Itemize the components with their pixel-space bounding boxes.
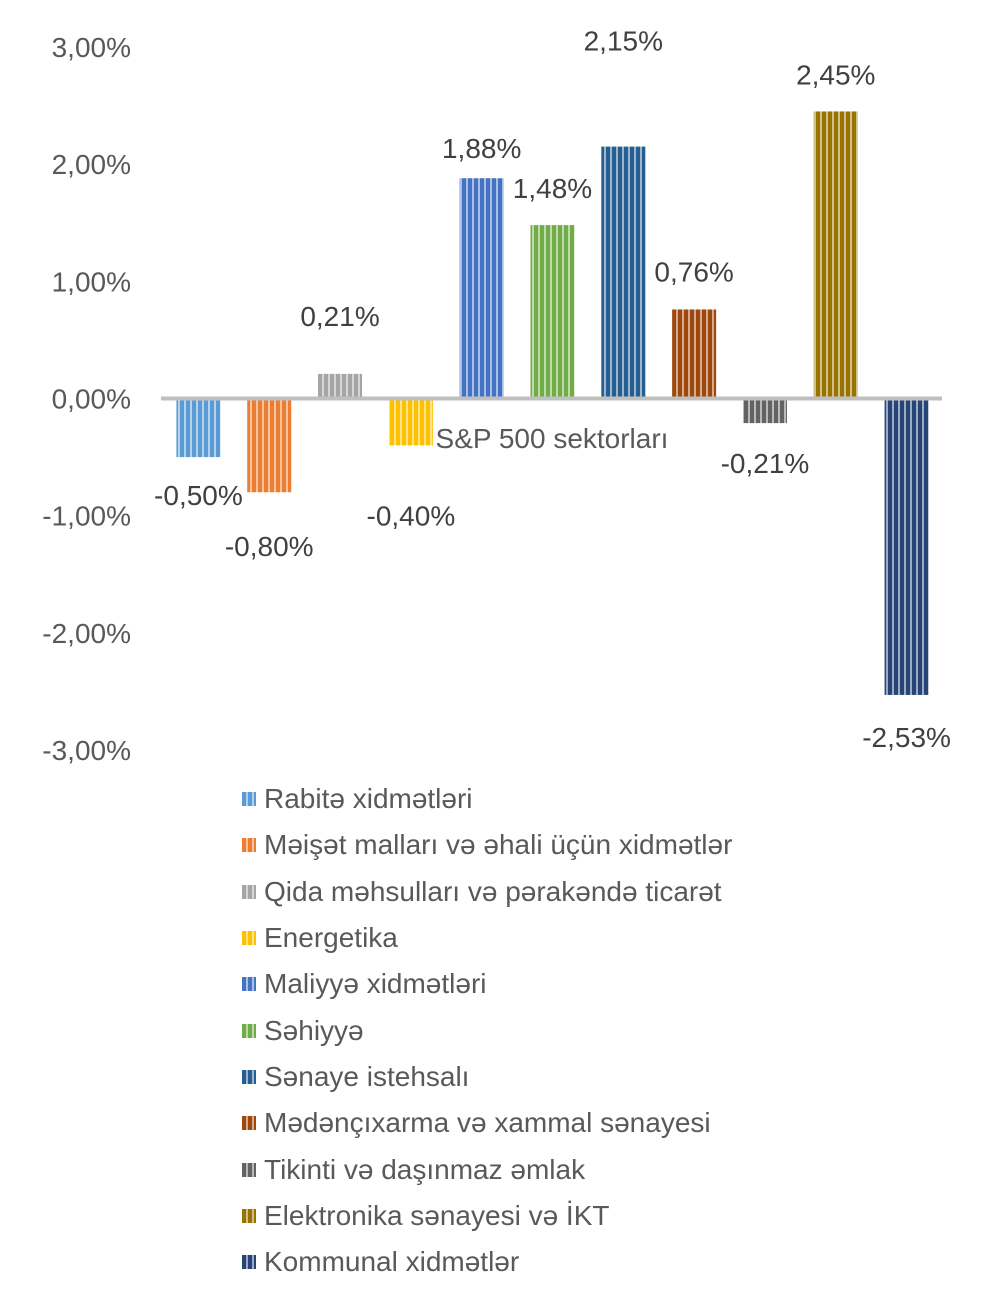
bar — [601, 146, 646, 399]
legend-swatch — [242, 1116, 256, 1131]
legend-label: Tikinti və daşınmaz əmlak — [264, 1153, 586, 1185]
bar — [672, 309, 717, 399]
legend-swatch — [242, 1208, 256, 1223]
bar — [530, 225, 575, 399]
data-label: -0,80% — [225, 531, 314, 562]
legend-swatch — [242, 1023, 256, 1038]
legend-swatch — [242, 884, 256, 899]
data-label: 2,45% — [796, 59, 875, 90]
bar — [884, 398, 929, 695]
bar — [459, 178, 504, 399]
legend-label: Məişət malları və əhali üçün xidmətlər — [264, 829, 733, 861]
legend-swatch — [242, 1162, 256, 1177]
legend-item: Kommunal xidmətlər — [242, 1239, 732, 1285]
y-tick-label: -2,00% — [42, 618, 131, 649]
data-label: 0,21% — [300, 301, 379, 332]
legend-item: Elektronika sənayesi və İKT — [242, 1193, 732, 1239]
x-axis-title: S&P 500 sektorları — [436, 423, 669, 454]
y-tick-label: 0,00% — [52, 384, 131, 415]
y-tick-label: 2,00% — [52, 149, 131, 180]
y-axis-ticks: 3,00% 2,00% 1,00% 0,00% -1,00% -2,00% -3,00% — [42, 32, 131, 766]
legend-swatch — [242, 977, 256, 992]
y-tick-label: -1,00% — [42, 501, 131, 532]
data-label: 2,15% — [584, 26, 663, 57]
y-tick-label: 3,00% — [52, 32, 131, 63]
legend-swatch — [242, 931, 256, 946]
y-tick-label: -3,00% — [42, 735, 131, 766]
legend-item: Tikinti və daşınmaz əmlak — [242, 1146, 732, 1192]
legend-item: Mədənçıxarma və xammal sənayesi — [242, 1100, 732, 1146]
legend-swatch — [242, 1255, 256, 1270]
legend-item: Maliyyə xidmətləri — [242, 961, 732, 1007]
data-label: -0,50% — [154, 480, 243, 511]
data-label: 0,76% — [654, 256, 733, 287]
data-label: -0,40% — [367, 500, 456, 531]
data-label: -2,53% — [862, 722, 951, 753]
data-label: -0,21% — [721, 448, 810, 479]
bar — [813, 111, 858, 399]
legend-item: Sənaye istehsalı — [242, 1054, 732, 1100]
legend-item: Qida məhsulları və pərakəndə ticarət — [242, 869, 732, 915]
legend-label: Səhiyyə — [264, 1014, 364, 1046]
data-labels: -0,50% -0,80% 0,21% -0,40% 1,88% 1,48% 2,15% 0,… — [154, 26, 951, 753]
legend-swatch — [242, 1069, 256, 1084]
legend-label: Maliyyə xidmətləri — [264, 968, 487, 1000]
bar — [318, 373, 363, 399]
legend-item: Rabitə xidmətləri — [242, 776, 732, 822]
bar — [742, 398, 787, 424]
legend-label: Energetika — [264, 922, 398, 954]
legend-label: Kommunal xidmətlər — [264, 1246, 520, 1278]
data-label: 1,88% — [442, 133, 521, 164]
legend-label: Elektronika sənayesi və İKT — [264, 1199, 610, 1231]
legend-item: Məişət malları və əhali üçün xidmətlər — [242, 822, 732, 868]
bar — [388, 398, 433, 446]
bar — [247, 398, 292, 493]
legend: Rabitə xidmətləri Məişət malları və əhali… — [242, 776, 732, 1285]
legend-swatch — [242, 792, 256, 807]
data-label: 1,48% — [513, 173, 592, 204]
legend-label: Mədənçıxarma və xammal sənayesi — [264, 1107, 711, 1139]
bar-chart: 3,00% 2,00% 1,00% 0,00% -1,00% -2,00% -3,00% S… — [42, 26, 951, 766]
legend-label: Rabitə xidmətləri — [264, 783, 473, 815]
legend-item: Energetika — [242, 915, 732, 961]
bars — [176, 111, 929, 695]
y-tick-label: 1,00% — [52, 266, 131, 297]
legend-label: Sənaye istehsalı — [264, 1060, 470, 1092]
legend-label: Qida məhsulları və pərakəndə ticarət — [264, 875, 722, 907]
legend-swatch — [242, 838, 256, 853]
legend-item: Səhiyyə — [242, 1007, 732, 1053]
bar — [176, 398, 221, 458]
